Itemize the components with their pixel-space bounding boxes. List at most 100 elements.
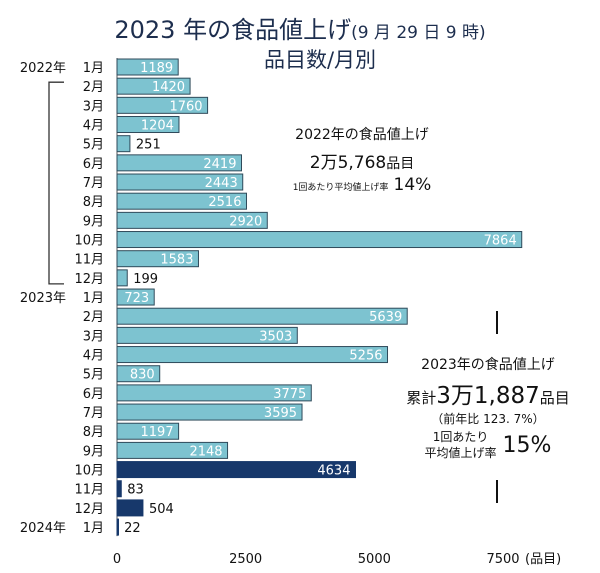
year-bracket-2022: [48, 81, 64, 285]
month-label: 6月: [83, 387, 104, 402]
annotation-2023-unit: 品目: [539, 389, 570, 407]
bar: [116, 77, 191, 95]
x-unit-label: (品目): [525, 552, 561, 567]
data-label: 83: [127, 483, 144, 498]
annotation-2023-title: 2023年の食品値上げ: [421, 357, 555, 373]
bar: [116, 499, 144, 517]
annotation-2022-title: 2022年の食品値上げ: [295, 127, 429, 143]
data-label: 723: [124, 291, 149, 306]
bar: [116, 384, 312, 402]
annotation-2023-prefix: 累計: [406, 389, 437, 407]
data-label: 1189: [140, 61, 173, 76]
data-label: 504: [149, 502, 174, 517]
month-label: 12月: [74, 272, 104, 287]
bar: [116, 211, 268, 229]
data-label: 1760: [169, 99, 202, 114]
month-label: 1月: [83, 291, 104, 306]
month-label: 1月: [83, 61, 104, 76]
rate-label-line1: 1回あたり: [432, 430, 489, 444]
month-label: 9月: [83, 214, 104, 229]
x-tick-label: 2500: [229, 552, 262, 567]
annotation-2022: 2022年の食品値上げ 2万5,768品目 1回あたり平均値上げ率 14%: [262, 124, 462, 195]
year-label: 2022年: [20, 61, 66, 76]
bar: [116, 461, 356, 479]
data-label: 3503: [259, 329, 292, 344]
annotation-2022-total: 2万5,768: [309, 153, 387, 173]
bar: [116, 403, 303, 421]
title-text: 2023 年の食品値上げ: [114, 16, 352, 44]
bar: [116, 231, 523, 249]
data-label: 1204: [141, 119, 174, 134]
chart-subtitle: 品目数/月別: [263, 48, 377, 72]
data-label: 1420: [152, 80, 185, 95]
bar: [116, 480, 122, 498]
rate-label-line2: 平均値上げ率: [424, 446, 497, 460]
annotation-2022-total-row: 2万5,768品目: [262, 148, 462, 173]
month-label: 5月: [83, 138, 104, 153]
bar: [116, 173, 244, 191]
annotation-2023-total: 3万1,887: [436, 383, 540, 409]
bar: [116, 192, 247, 210]
x-tick-label: 5000: [358, 552, 391, 567]
month-label: 10月: [74, 464, 104, 479]
x-tick-label: 0: [113, 552, 121, 567]
annotation-2023-yoy: （前年比 123. 7%）: [431, 412, 545, 426]
data-label: 4634: [317, 464, 350, 479]
data-label: 2443: [205, 176, 238, 191]
bar: [116, 116, 180, 134]
bar: [116, 346, 389, 364]
bar: [116, 288, 155, 306]
data-label: 3595: [264, 406, 297, 421]
annotation-2022-rate-row: 1回あたり平均値上げ率 14%: [262, 175, 462, 195]
year-label: 2024年: [20, 521, 66, 536]
bar: [116, 441, 229, 459]
month-label: 4月: [83, 349, 104, 364]
year-label: 2023年: [20, 291, 66, 306]
annotation-2023-rate-labels: 1回あたり平均値上げ率: [425, 429, 497, 461]
data-label: 199: [133, 272, 158, 287]
data-label: 2148: [189, 444, 222, 459]
bar: [116, 365, 161, 383]
month-label: 7月: [83, 406, 104, 421]
month-label: 9月: [83, 444, 104, 459]
month-label: 3月: [83, 329, 104, 344]
annotation-2022-rate: 14%: [393, 175, 432, 195]
annotation-2022-unit: 品目: [386, 156, 415, 172]
month-label: 1月: [83, 521, 104, 536]
bar: [116, 422, 180, 440]
bar: [116, 135, 131, 153]
bar: [116, 154, 242, 172]
annotation-2023: 2023年の食品値上げ 累計3万1,887品目 （前年比 123. 7%） 1回…: [388, 354, 588, 461]
data-label: 7864: [484, 234, 517, 249]
data-label: 2920: [229, 214, 262, 229]
data-label: 5639: [369, 310, 402, 325]
bar: [116, 96, 209, 114]
data-label: 1583: [160, 253, 193, 268]
month-label: 8月: [83, 195, 104, 210]
month-label: 2月: [83, 310, 104, 325]
bar: [116, 58, 179, 76]
month-label: 11月: [74, 253, 104, 268]
data-label: 5256: [349, 349, 382, 364]
month-label: 5月: [83, 368, 104, 383]
annotation-2023-total-row: 累計3万1,887品目: [388, 376, 588, 410]
month-label: 3月: [83, 99, 104, 114]
month-label: 2月: [83, 80, 104, 95]
x-tick-label: 7500: [486, 552, 519, 567]
month-label: 4月: [83, 119, 104, 134]
data-label: 2419: [203, 157, 236, 172]
data-label: 830: [130, 368, 155, 383]
month-label: 8月: [83, 425, 104, 440]
data-label: 3775: [273, 387, 306, 402]
month-label: 6月: [83, 157, 104, 172]
data-label: 1197: [141, 425, 174, 440]
bar: [116, 307, 408, 325]
bar: [116, 326, 298, 344]
bar: [116, 269, 128, 287]
title-note: (9 月 29 日 9 時): [351, 23, 486, 43]
month-label: 10月: [74, 234, 104, 249]
data-label: 22: [124, 521, 141, 536]
month-label: 12月: [74, 502, 104, 517]
chart-title: 2023 年の食品値上げ(9 月 29 日 9 時): [0, 10, 600, 45]
